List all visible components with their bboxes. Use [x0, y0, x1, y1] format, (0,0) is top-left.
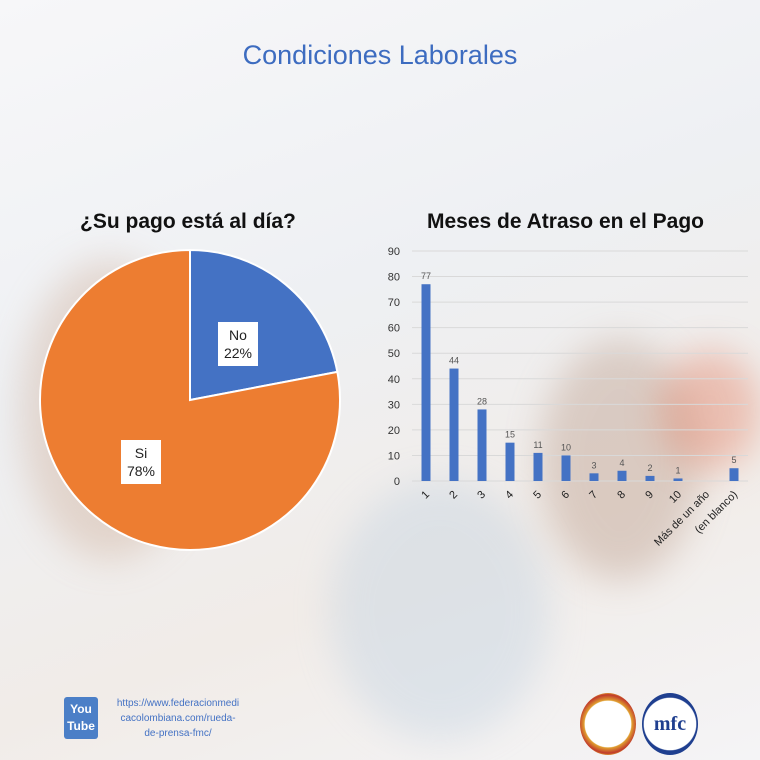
pie-value-label: 78%: [127, 463, 155, 479]
bar: [561, 455, 571, 481]
pie-title: ¿Su pago está al día?: [80, 210, 296, 233]
y-tick-label: 10: [388, 450, 400, 462]
bar-value-label: 1: [675, 465, 680, 475]
pie-slice-si: [39, 248, 341, 551]
bar-value-label: 28: [477, 396, 487, 406]
pie-value-label: 22%: [224, 345, 252, 361]
bar-value-label: 44: [449, 356, 459, 366]
x-tick-label: 1: [419, 489, 432, 502]
page-title: Condiciones Laborales: [242, 40, 518, 70]
pie-label-box: [121, 440, 161, 484]
y-tick-label: 90: [388, 246, 400, 258]
bar-value-label: 77: [421, 271, 431, 281]
pie-label-box: [218, 322, 258, 366]
youtube-icon[interactable]: You Tube: [64, 697, 98, 739]
x-tick-label: 2: [447, 489, 460, 502]
x-tick-label: 3: [475, 489, 488, 502]
bar: [617, 470, 627, 481]
y-tick-label: 0: [394, 476, 400, 488]
footer-url[interactable]: https://www.federacionmedi cacolombiana.…: [108, 696, 248, 741]
x-tick-label: 6: [559, 489, 572, 502]
background-photo: [330, 480, 550, 740]
x-tick-label: 9: [643, 489, 656, 502]
url-line: de-prensa-fmc/: [144, 728, 212, 739]
bar: [589, 473, 599, 481]
bar: [505, 442, 515, 481]
bar: [449, 368, 459, 481]
bar-value-label: 5: [731, 455, 736, 465]
url-line: cacolombiana.com/rueda-: [120, 713, 236, 724]
x-tick-label: 5: [531, 489, 544, 502]
bar-value-label: 10: [561, 442, 571, 452]
y-tick-label: 50: [388, 348, 400, 360]
x-tick-label: 8: [615, 489, 628, 502]
bar-value-label: 3: [591, 460, 596, 470]
y-tick-label: 20: [388, 425, 400, 437]
bar-value-label: 4: [619, 458, 624, 468]
youtube-top: You: [70, 702, 92, 716]
bar: [673, 478, 683, 481]
y-tick-label: 30: [388, 399, 400, 411]
bar-value-label: 11: [533, 440, 542, 450]
bar-value-label: 2: [647, 463, 652, 473]
bar-value-label: 15: [505, 430, 515, 440]
bar-title: Meses de Atraso en el Pago: [427, 210, 704, 233]
bar: [533, 452, 543, 481]
bar: [477, 409, 487, 481]
x-tick-label: 4: [503, 489, 516, 502]
bar: [421, 284, 431, 481]
pie-label: Si: [135, 445, 147, 461]
x-tick-label: 10: [667, 489, 684, 506]
background-photo: [660, 350, 760, 470]
url-line: https://www.federacionmedi: [116, 698, 240, 709]
y-tick-label: 80: [388, 272, 400, 284]
bar: [729, 468, 739, 481]
colegio-logo: [580, 693, 636, 755]
youtube-bottom: Tube: [67, 719, 95, 733]
y-tick-label: 60: [388, 323, 400, 335]
x-tick-label: 7: [587, 489, 600, 502]
pie-label: No: [229, 327, 247, 343]
bar: [645, 475, 655, 481]
fmc-logo: mfc: [642, 693, 698, 755]
y-tick-label: 40: [388, 374, 400, 386]
y-tick-label: 70: [388, 297, 400, 309]
